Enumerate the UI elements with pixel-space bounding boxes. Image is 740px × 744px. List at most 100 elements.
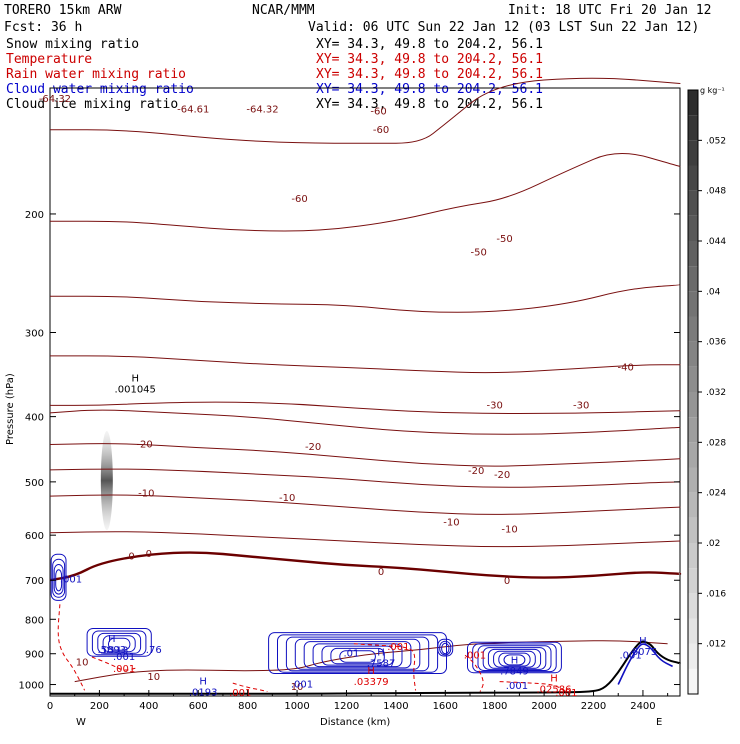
x-tick-label: 600 (189, 701, 208, 712)
cloud-water-contour (53, 564, 64, 595)
snow-max-marker: H (131, 374, 139, 385)
colorbar-swatch (688, 392, 698, 418)
cloud-water-contour (477, 645, 552, 671)
x-axis-label: Distance (km) (320, 717, 390, 728)
y-tick-label: 900 (25, 650, 44, 661)
cloud-water-max-value: .0193 (189, 688, 218, 699)
colorbar-unit: g kg⁻¹ (700, 86, 725, 95)
isotherm-label: 0 (504, 576, 510, 587)
isotherm-label: -10 (443, 518, 459, 529)
isotherm-label: -60 (291, 194, 307, 205)
field-xy: XY= 34.3, 49.8 to 204.2, 56.1 (316, 52, 543, 67)
colorbar-tick-label: .04 (706, 287, 721, 297)
contour-value-label: .76 (146, 645, 162, 656)
colorbar-swatch (688, 115, 698, 141)
x-tick-label: 400 (139, 701, 158, 712)
cloud-water-max-value: .7587 (367, 658, 396, 669)
field-xy: XY= 34.3, 49.8 to 204.2, 56.1 (316, 97, 543, 112)
extremum-label: -64.32 (39, 94, 71, 105)
isotherm-label: -20 (136, 439, 152, 450)
isotherm (49, 531, 681, 548)
colorbar-swatch (688, 568, 698, 594)
colorbar-tick-label: .024 (706, 489, 726, 499)
contour-value-label: .001 (113, 652, 135, 663)
isotherm-label: -50 (496, 234, 512, 245)
isotherm-label: 10 (291, 682, 304, 693)
init-time: Init: 18 UTC Fri 20 Jan 12 (508, 3, 712, 18)
isotherm-label: -10 (138, 488, 154, 499)
cloud-water-contour (503, 654, 526, 666)
field-xy: XY= 34.3, 49.8 to 204.2, 56.1 (316, 67, 543, 82)
colorbar-tick-label: .012 (706, 640, 726, 650)
east-label: E (656, 717, 662, 728)
field-name: Snow mixing ratio (6, 37, 139, 52)
cloud-water-max-marker: H (377, 647, 385, 658)
y-tick-label: 700 (25, 576, 44, 587)
x-tick-label: 800 (238, 701, 257, 712)
colorbar-swatch (688, 90, 698, 116)
extremum-label: -64.61 (177, 105, 209, 116)
cloud-water-contour (97, 632, 142, 654)
x-tick-label: 1800 (482, 701, 507, 712)
isotherm (50, 401, 681, 414)
colorbar-tick-label: .044 (706, 237, 726, 247)
contour-value-label: .01 (343, 649, 359, 660)
field-list: Snow mixing ratio XY= 34.3, 49.8 to 204.2… (6, 37, 543, 112)
colorbar-swatch (688, 492, 698, 518)
cloud-water-contour (86, 628, 152, 657)
valid-time: Valid: 06 UTC Sun 22 Jan 12 (03 LST Sun … (308, 20, 699, 35)
cloud-water-contour (439, 640, 452, 656)
colorbar-swatch (688, 140, 698, 166)
cloud-water-contours (50, 553, 673, 685)
x-tick-label: 2000 (531, 701, 556, 712)
field-name: Rain water mixing ratio (6, 67, 186, 82)
contour-value-label: .001 (60, 574, 82, 585)
y-tick-label: 1000 (19, 681, 44, 692)
isotherm (49, 443, 681, 467)
colorbar-tick-label: .02 (706, 539, 720, 549)
colorbar-tick-label: .016 (706, 589, 726, 599)
isotherm-label: 0 (378, 567, 384, 578)
center-title: NCAR/MMM (252, 3, 315, 18)
contour-value-label: .0113 (100, 645, 129, 656)
cloud-water-contour (294, 638, 421, 670)
isotherm-label: -10 (279, 493, 295, 504)
rain-water-contour (57, 604, 86, 691)
colorbar-swatch (688, 417, 698, 443)
rain-water-contour (232, 682, 268, 693)
isotherm (49, 494, 681, 515)
rain-max-marker: H (550, 674, 558, 685)
x-tick-label: 200 (90, 701, 109, 712)
isotherm-label: -20 (305, 442, 321, 453)
cloud-water-contour (330, 647, 385, 665)
cloud-water-contour (437, 638, 454, 657)
colorbar-swatch (688, 467, 698, 493)
x-tick-label: 1200 (334, 701, 359, 712)
y-tick-label: 600 (25, 531, 44, 542)
isotherm-label: -20 (494, 470, 510, 481)
isotherm (50, 77, 681, 144)
isotherm-label: 10 (147, 672, 160, 683)
isotherm-label: -30 (573, 400, 589, 411)
isotherm-label: -60 (370, 107, 386, 118)
y-tick-label: 200 (25, 210, 44, 221)
cloud-water-contour (285, 636, 430, 672)
colorbar-tick-label: .048 (706, 187, 726, 197)
colorbar-tick-label: .036 (706, 338, 726, 348)
cloud-water-max-marker: H (199, 677, 207, 688)
snow-shading (100, 430, 113, 531)
cloud-water-contour (493, 650, 536, 668)
rain-water-contour (353, 643, 417, 691)
cloud-water-contour (52, 558, 66, 598)
rain-water-contour (499, 681, 567, 693)
contour-value-label: .001 (291, 680, 313, 691)
axes: 0 200 400 600 800 1000 1200 1400 1600 1800 2000 220… (19, 210, 680, 712)
cloud-water-contour (617, 643, 673, 685)
extremum-label: -60 (373, 125, 389, 136)
field-xy: XY= 34.3, 49.8 to 204.2, 56.1 (316, 82, 543, 97)
rain-max-value: .02586 (537, 685, 572, 696)
y-tick-label: 800 (25, 615, 44, 626)
colorbar-swatch (688, 291, 698, 317)
